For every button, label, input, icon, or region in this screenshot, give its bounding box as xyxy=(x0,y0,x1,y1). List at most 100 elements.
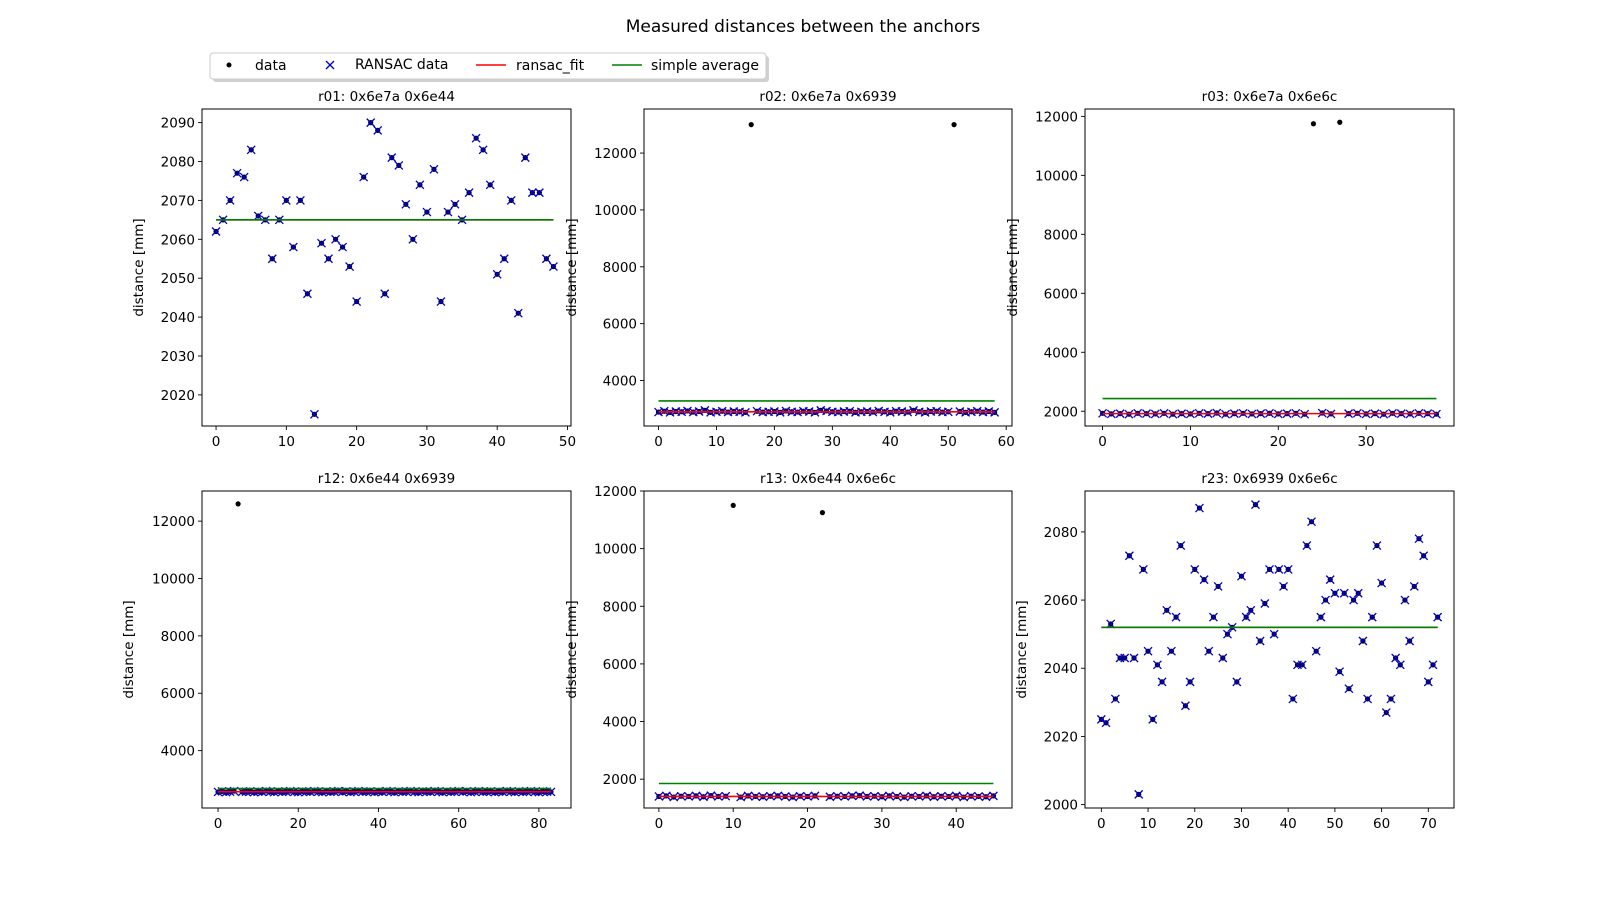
plot-area xyxy=(654,502,998,802)
ransac-point xyxy=(422,207,432,217)
ransac-point xyxy=(1176,541,1186,550)
ransac-point-stroke xyxy=(359,172,369,182)
x-tick-label: 20 xyxy=(1186,816,1203,832)
ransac-point-stroke xyxy=(1162,605,1172,615)
subplot-title: r13: 0x6e44 0x6e6c xyxy=(760,471,896,487)
ransac-point-stroke xyxy=(1134,789,1144,799)
plot-frame xyxy=(1084,490,1455,809)
x-tick-label: 50 xyxy=(559,434,576,450)
ransac-point-stroke xyxy=(281,195,291,205)
subplot-3: r03: 0x6e7a 0x6e6c 0 10 20 30 2000 4000 6000 800… xyxy=(1005,89,1455,450)
ransac-point-stroke xyxy=(1330,588,1340,598)
x-tick-label: 50 xyxy=(940,434,957,450)
ransac-point xyxy=(541,254,551,264)
ransac-point xyxy=(1302,541,1312,550)
outlier-point xyxy=(748,122,754,128)
plot-frame xyxy=(643,490,1013,809)
x-tick-label: 0 xyxy=(1098,434,1107,450)
ransac-point xyxy=(1129,653,1139,663)
ransac-point xyxy=(1391,653,1401,663)
ransac-point xyxy=(1148,714,1158,724)
plot-area xyxy=(213,501,556,797)
ransac-point xyxy=(302,289,312,299)
ransac-point xyxy=(281,195,291,205)
plot-frame xyxy=(201,108,572,427)
ransac-point-stroke xyxy=(1138,564,1148,574)
ransac-point xyxy=(464,188,474,198)
y-tick-label: 2000 xyxy=(1044,798,1078,814)
ransac-point xyxy=(1171,612,1181,622)
x-tick-label: 10 xyxy=(1139,816,1156,832)
ransac-point xyxy=(1120,653,1130,663)
y-tick-label: 12000 xyxy=(1035,109,1078,125)
ransac-point-stroke xyxy=(295,195,305,205)
ransac-point-stroke xyxy=(534,188,544,198)
ransac-point xyxy=(1414,534,1424,544)
x-tick-label: 0 xyxy=(654,434,663,450)
ransac-point xyxy=(211,227,221,236)
ransac-point-stroke xyxy=(415,180,425,190)
x-tick-label: 10 xyxy=(708,434,725,450)
ransac-point xyxy=(1307,517,1316,527)
ransac-point xyxy=(324,254,333,264)
ransac-point-stroke xyxy=(1199,575,1209,585)
ransac-point xyxy=(1157,677,1167,687)
ransac-point xyxy=(1367,612,1377,622)
y-tick-label: 8000 xyxy=(603,260,637,276)
ransac-point xyxy=(1208,612,1218,622)
ransac-point xyxy=(909,405,918,415)
ransac-point xyxy=(706,791,716,801)
ransac-point-stroke xyxy=(1124,551,1134,561)
outlier-point xyxy=(1310,121,1317,127)
ransac-point-stroke xyxy=(1246,605,1256,615)
outlier-point xyxy=(730,502,736,509)
x-tick-label: 60 xyxy=(1373,816,1390,832)
ransac-point-stroke xyxy=(1279,581,1288,591)
ransac-point-stroke xyxy=(1372,541,1382,550)
y-tick-label: 2060 xyxy=(161,232,195,248)
y-axis-label: distance [mm] xyxy=(121,600,137,698)
ransac-point-stroke xyxy=(1152,660,1162,670)
y-tick-label: 2030 xyxy=(161,349,195,365)
ransac-point xyxy=(1152,660,1162,670)
ransac-point-stroke xyxy=(288,242,298,252)
x-tick-label: 0 xyxy=(1097,816,1106,832)
ransac-point-stroke xyxy=(478,145,488,155)
ransac-point-stroke xyxy=(366,118,376,128)
legend-frame xyxy=(209,52,767,80)
plot-area xyxy=(211,118,558,419)
x-tick-label: 40 xyxy=(948,816,965,832)
y-tick-label: 2070 xyxy=(161,193,195,209)
ransac-point xyxy=(1255,636,1265,646)
x-tick-label: 20 xyxy=(1270,434,1287,450)
ransac-point-stroke xyxy=(1335,667,1345,677)
ransac-point xyxy=(513,308,523,318)
y-tick-label: 10000 xyxy=(594,542,637,558)
ransac-point xyxy=(387,153,397,163)
x-tick-label: 70 xyxy=(1420,816,1437,832)
ransac-point-stroke xyxy=(471,133,481,143)
ransac-point-stroke xyxy=(1143,646,1153,656)
subplot-title: r03: 0x6e7a 0x6e6c xyxy=(1202,89,1338,105)
legend-label-ransac-data: RANSAC data xyxy=(355,57,448,73)
ransac-point-stroke xyxy=(485,180,495,190)
y-tick-label: 4000 xyxy=(161,744,195,760)
y-axis-label: distance [mm] xyxy=(564,218,580,316)
outlier-point xyxy=(819,510,826,516)
ransac-point xyxy=(450,199,460,209)
ransac-point xyxy=(492,269,502,279)
ransac-point-stroke xyxy=(1283,564,1293,574)
ransac-point xyxy=(1288,694,1298,704)
figure-title: Measured distances between the anchors xyxy=(626,17,981,37)
ransac-point-stroke xyxy=(225,195,235,205)
x-tick-label: 30 xyxy=(824,434,841,450)
y-axis-label: distance [mm] xyxy=(1005,218,1021,316)
ransac-point-stroke xyxy=(317,238,326,248)
ransac-point-stroke xyxy=(253,211,263,221)
ransac-point-stroke xyxy=(1255,636,1265,646)
ransac-point-stroke xyxy=(1344,684,1354,694)
plot-area xyxy=(1096,500,1443,799)
ransac-point-stroke xyxy=(211,227,221,236)
